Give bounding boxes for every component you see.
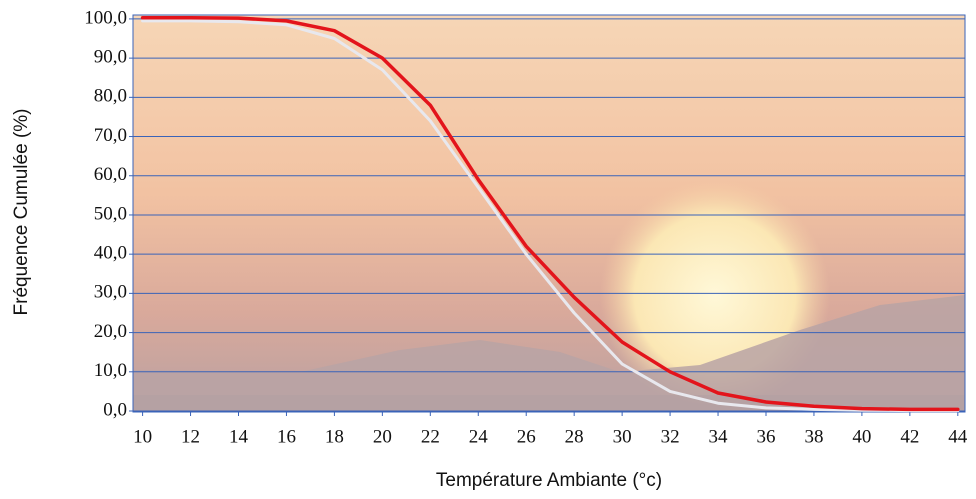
- x-tick-label: 18: [325, 426, 344, 447]
- y-tick-label: 50,0: [94, 203, 127, 224]
- x-tick-label: 28: [565, 426, 584, 447]
- y-tick-label: 20,0: [94, 321, 127, 342]
- x-tick-label: 16: [277, 426, 296, 447]
- y-tick-label: 10,0: [94, 360, 127, 381]
- y-tick-label: 40,0: [94, 243, 127, 264]
- x-tick-label: 10: [133, 426, 152, 447]
- x-axis-label: Température Ambiante (°c): [436, 470, 662, 491]
- x-tick-label: 34: [709, 426, 729, 447]
- plot-background: [133, 15, 965, 412]
- x-tick-label: 36: [756, 426, 775, 447]
- y-tick-label: 30,0: [94, 282, 127, 303]
- x-tick-label: 22: [421, 426, 440, 447]
- x-tick-label: 42: [900, 426, 919, 447]
- x-tick-label: 12: [181, 426, 200, 447]
- x-tick-label: 14: [229, 426, 249, 447]
- x-tick-label: 44: [948, 426, 968, 447]
- y-tick-label: 100,0: [84, 7, 127, 28]
- x-tick-label: 24: [469, 426, 489, 447]
- plot-frame: [132, 14, 966, 413]
- series-line: [140, 15, 960, 412]
- y-tick-label: 0,0: [103, 399, 127, 420]
- x-tick-label: 40: [852, 426, 871, 447]
- y-axis-label: Fréquence Cumulée (%): [11, 109, 32, 316]
- x-tick-label: 32: [661, 426, 680, 447]
- x-tick-label: 30: [613, 426, 632, 447]
- x-tick-label: 38: [804, 426, 823, 447]
- y-tick-label: 70,0: [94, 125, 127, 146]
- y-tick-label: 80,0: [94, 86, 127, 107]
- y-tick-label: 60,0: [94, 164, 127, 185]
- series-line: [141, 19, 960, 413]
- x-tick-label: 26: [517, 426, 536, 447]
- x-tick-label: 20: [373, 426, 392, 447]
- y-tick-label: 90,0: [94, 46, 127, 67]
